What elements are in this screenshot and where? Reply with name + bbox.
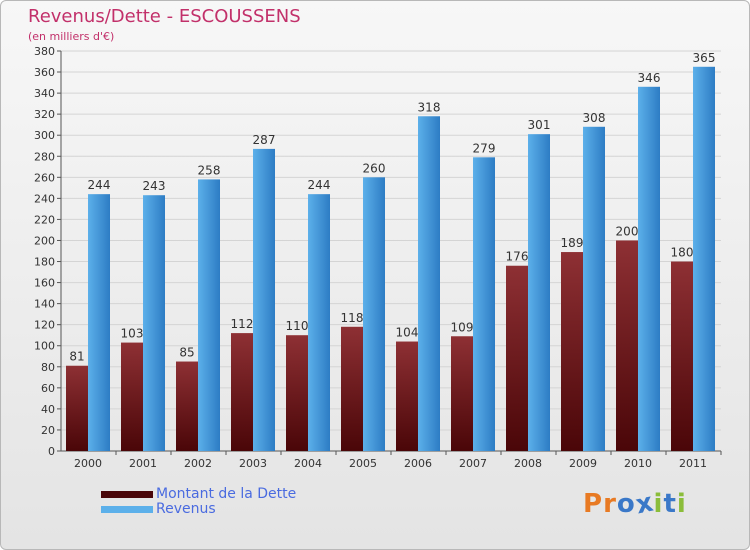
debt-bar [616, 240, 638, 451]
y-tick-label: 300 [34, 129, 55, 142]
y-tick-label: 320 [34, 108, 55, 121]
revenue-bar [638, 86, 660, 451]
x-tick-label: 2002 [184, 457, 212, 470]
y-tick-label: 200 [34, 234, 55, 247]
x-tick-label: 2001 [129, 457, 157, 470]
debt-value-label: 104 [396, 326, 419, 340]
revenue-value-label: 243 [143, 179, 166, 193]
revenue-value-label: 287 [253, 133, 276, 147]
revenue-value-label: 365 [693, 51, 716, 65]
debt-bar [506, 265, 528, 451]
chart-subtitle: (en milliers d'€) [28, 30, 115, 43]
logo-letter: i [676, 489, 687, 519]
revenue-bar [528, 134, 550, 451]
grid-lines [61, 50, 721, 452]
debt-bar [396, 341, 418, 451]
revenue-bar [693, 66, 715, 451]
x-tick-label: 2006 [404, 457, 432, 470]
legend-swatch-debt [101, 491, 153, 498]
y-tick-label: 240 [34, 192, 55, 205]
x-tick-label: 2008 [514, 457, 542, 470]
x-tick-label: 2011 [679, 457, 707, 470]
y-tick-label: 280 [34, 150, 55, 163]
debt-bar [286, 335, 308, 451]
revenue-value-label: 301 [528, 118, 551, 132]
revenue-bar [198, 179, 220, 451]
debt-bar [176, 361, 198, 451]
x-tick-label: 2007 [459, 457, 487, 470]
x-tick-label: 2004 [294, 457, 322, 470]
debt-value-label: 118 [341, 311, 364, 325]
legend-label-revenue: Revenus [156, 501, 216, 517]
y-tick-label: 360 [34, 66, 55, 79]
debt-bar [561, 252, 583, 451]
debt-value-label: 176 [506, 250, 529, 264]
debt-bar [121, 342, 143, 451]
chart-title: Revenus/Dette - ESCOUSSENS [28, 6, 301, 27]
revenue-value-label: 318 [418, 100, 441, 114]
logo-letter: t [663, 489, 677, 519]
debt-bar [451, 336, 473, 451]
y-tick-label: 60 [41, 382, 55, 395]
debt-value-label: 81 [69, 350, 84, 364]
y-tick-label: 260 [34, 171, 55, 184]
revenue-bar [583, 126, 605, 451]
revenue-bar [308, 194, 330, 451]
y-tick-label: 380 [34, 45, 55, 58]
legend-swatch-revenue [101, 506, 153, 513]
debt-value-label: 103 [121, 327, 144, 341]
x-tick-label: 2005 [349, 457, 377, 470]
debt-value-label: 85 [179, 346, 194, 360]
debt-bar [671, 261, 693, 451]
debt-bar [66, 365, 88, 451]
revenue-bar [473, 157, 495, 451]
x-tick-label: 2000 [74, 457, 102, 470]
y-tick-label: 100 [34, 340, 55, 353]
revenue-value-label: 244 [308, 178, 331, 192]
revenue-bar [88, 194, 110, 451]
debt-value-label: 110 [286, 319, 309, 333]
x-tick-label: 2003 [239, 457, 267, 470]
revenue-bar [363, 177, 385, 451]
revenue-bar [253, 148, 275, 452]
logo-letter: P [583, 489, 604, 519]
bars [66, 66, 715, 452]
y-tick-label: 140 [34, 298, 55, 311]
revenue-value-label: 308 [583, 111, 606, 125]
revenue-value-label: 258 [198, 163, 221, 177]
y-tick-label: 20 [41, 424, 55, 437]
logo-letter: i [653, 489, 664, 519]
debt-value-label: 200 [616, 224, 639, 238]
revenue-bar [418, 116, 440, 452]
revenue-bar [143, 195, 165, 451]
y-tick-label: 220 [34, 213, 55, 226]
debt-bar [341, 326, 363, 451]
y-tick-label: 180 [34, 256, 55, 269]
y-tick-label: 160 [34, 277, 55, 290]
legend-label-debt: Montant de la Dette [156, 486, 297, 502]
x-tick-label: 2010 [624, 457, 652, 470]
y-tick-label: 0 [48, 445, 55, 458]
logo-letter: o [616, 489, 636, 519]
logo-letter: r [603, 489, 617, 519]
debt-value-label: 180 [671, 246, 694, 260]
debt-value-label: 109 [451, 320, 474, 334]
y-tick-label: 120 [34, 319, 55, 332]
y-tick-label: 340 [34, 87, 55, 100]
bar-chart: 0 20 40 60 80 100 120 140 160 180 200 220 240 260 280 3… [34, 45, 722, 470]
y-tick-label: 40 [41, 403, 55, 416]
proxiti-logo[interactable]: Proxiti [583, 487, 687, 520]
revenue-value-label: 260 [363, 161, 386, 175]
revenue-value-label: 346 [638, 71, 661, 85]
revenue-value-label: 279 [473, 141, 496, 155]
debt-value-label: 112 [231, 317, 254, 331]
y-tick-label: 80 [41, 361, 55, 374]
x-tick-label: 2009 [569, 457, 597, 470]
debt-value-label: 189 [561, 236, 584, 250]
data-labels: 81 244 103 243 85 258 112 287 110 244 118 260 104 318… [69, 51, 715, 364]
x-axis: 2000 2001 2002 2003 2004 2005 2006 2007 2008 2009… [74, 451, 722, 470]
revenue-value-label: 244 [88, 178, 111, 192]
debt-bar [231, 333, 253, 451]
